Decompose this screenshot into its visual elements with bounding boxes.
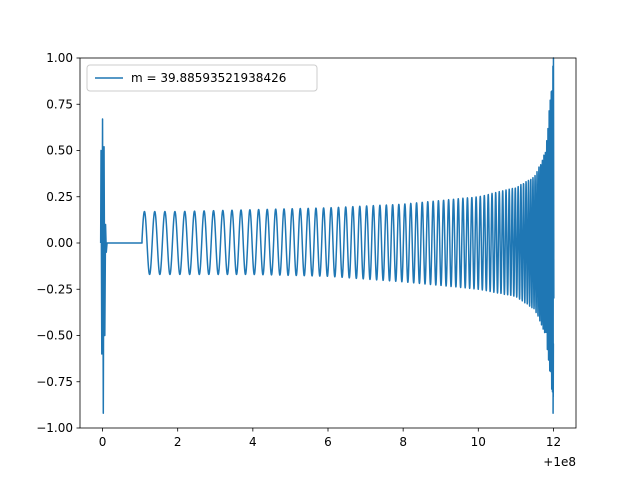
y-tick-label: −1.00 [36, 421, 73, 435]
x-offset-label: +1e8 [543, 455, 576, 469]
legend-box [86, 64, 318, 92]
series-line [99, 57, 555, 414]
y-tick-label: 0.75 [46, 97, 73, 111]
legend: m = 39.88593521938426 [86, 64, 318, 92]
x-tick-label: 4 [249, 435, 257, 449]
legend-entry: m = 39.88593521938426 [131, 71, 286, 85]
y-tick-label: −0.25 [36, 282, 73, 296]
x-tick-label: 12 [546, 435, 561, 449]
x-tick-label: 0 [99, 435, 107, 449]
x-tick-label: 8 [399, 435, 407, 449]
y-tick-label: −0.75 [36, 375, 73, 389]
y-tick-label: −0.50 [36, 329, 73, 343]
y-tick-label: 1.00 [46, 51, 73, 65]
y-tick-label: 0.25 [46, 190, 73, 204]
x-tick-label: 6 [324, 435, 332, 449]
y-tick-label: 0.00 [46, 236, 73, 250]
x-tick-label: 10 [471, 435, 486, 449]
x-tick-label: 2 [174, 435, 182, 449]
y-tick-label: 0.50 [46, 144, 73, 158]
